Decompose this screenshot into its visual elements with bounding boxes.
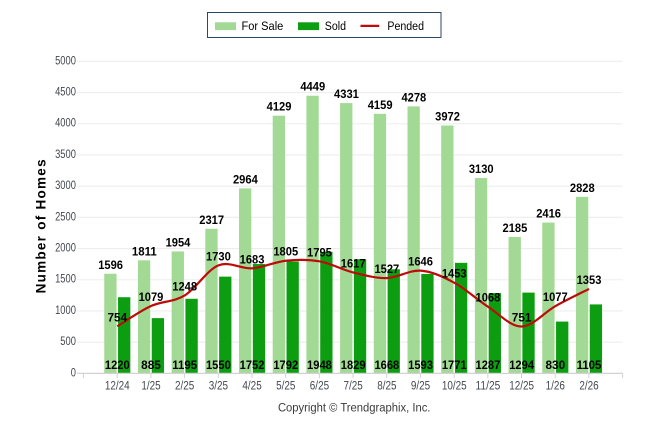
svg-text:1792: 1792 bbox=[273, 358, 298, 372]
svg-text:3000: 3000 bbox=[55, 180, 76, 192]
svg-text:1550: 1550 bbox=[206, 358, 231, 372]
svg-text:2/26: 2/26 bbox=[579, 380, 598, 392]
svg-text:4/25: 4/25 bbox=[242, 380, 261, 392]
svg-text:12/24: 12/24 bbox=[105, 380, 130, 392]
svg-text:2416: 2416 bbox=[536, 207, 561, 221]
svg-text:1453: 1453 bbox=[442, 267, 467, 281]
svg-text:1294: 1294 bbox=[509, 358, 534, 372]
svg-text:4449: 4449 bbox=[300, 80, 325, 94]
svg-text:1527: 1527 bbox=[374, 262, 399, 276]
svg-text:1948: 1948 bbox=[307, 358, 332, 372]
svg-text:1954: 1954 bbox=[166, 235, 191, 249]
svg-text:1000: 1000 bbox=[55, 305, 76, 317]
svg-text:4129: 4129 bbox=[267, 100, 292, 114]
svg-text:4500: 4500 bbox=[55, 87, 76, 99]
svg-text:1220: 1220 bbox=[105, 358, 130, 372]
svg-text:11/25: 11/25 bbox=[476, 380, 501, 392]
svg-text:1596: 1596 bbox=[98, 258, 123, 272]
svg-text:1/26: 1/26 bbox=[546, 380, 565, 392]
svg-text:Sold: Sold bbox=[325, 19, 346, 33]
svg-text:9/25: 9/25 bbox=[411, 380, 430, 392]
svg-text:4159: 4159 bbox=[368, 98, 393, 112]
svg-text:Pended: Pended bbox=[387, 19, 424, 33]
svg-text:For Sale: For Sale bbox=[242, 19, 284, 33]
svg-text:2500: 2500 bbox=[55, 211, 76, 223]
svg-text:3972: 3972 bbox=[435, 110, 460, 124]
svg-text:885: 885 bbox=[141, 358, 161, 372]
svg-text:1646: 1646 bbox=[408, 255, 433, 269]
svg-text:1771: 1771 bbox=[442, 358, 467, 372]
svg-text:6/25: 6/25 bbox=[310, 380, 329, 392]
svg-text:1683: 1683 bbox=[240, 252, 265, 266]
svg-text:1105: 1105 bbox=[577, 358, 602, 372]
svg-text:Number of Homes: Number of Homes bbox=[34, 159, 49, 293]
svg-text:1195: 1195 bbox=[172, 358, 197, 372]
svg-text:3500: 3500 bbox=[55, 149, 76, 161]
svg-text:2317: 2317 bbox=[199, 213, 224, 227]
svg-text:500: 500 bbox=[60, 336, 76, 348]
svg-text:0: 0 bbox=[71, 367, 76, 379]
svg-text:2964: 2964 bbox=[233, 172, 258, 186]
svg-text:754: 754 bbox=[107, 310, 127, 324]
svg-text:8/25: 8/25 bbox=[377, 380, 396, 392]
svg-text:1248: 1248 bbox=[172, 279, 197, 293]
svg-text:4000: 4000 bbox=[55, 118, 76, 130]
svg-text:1811: 1811 bbox=[132, 244, 157, 258]
svg-text:2/25: 2/25 bbox=[175, 380, 194, 392]
svg-text:4331: 4331 bbox=[334, 87, 359, 101]
svg-text:1593: 1593 bbox=[408, 358, 433, 372]
svg-text:12/25: 12/25 bbox=[509, 380, 534, 392]
svg-text:4278: 4278 bbox=[401, 90, 426, 104]
svg-text:Copyright © Trendgraphix, Inc.: Copyright © Trendgraphix, Inc. bbox=[278, 403, 431, 415]
svg-text:2828: 2828 bbox=[570, 181, 595, 195]
svg-text:1668: 1668 bbox=[374, 358, 399, 372]
svg-text:5/25: 5/25 bbox=[276, 380, 295, 392]
svg-text:1829: 1829 bbox=[341, 358, 366, 372]
svg-text:1/25: 1/25 bbox=[141, 380, 160, 392]
svg-text:10/25: 10/25 bbox=[442, 380, 467, 392]
svg-text:1752: 1752 bbox=[240, 358, 265, 372]
svg-text:1077: 1077 bbox=[543, 290, 568, 304]
svg-text:1730: 1730 bbox=[206, 249, 231, 263]
svg-text:3/25: 3/25 bbox=[209, 380, 228, 392]
svg-text:1068: 1068 bbox=[476, 291, 501, 305]
svg-text:1617: 1617 bbox=[341, 256, 366, 270]
svg-text:1287: 1287 bbox=[476, 358, 501, 372]
svg-text:1795: 1795 bbox=[307, 245, 332, 259]
svg-text:1079: 1079 bbox=[139, 290, 164, 304]
svg-text:751: 751 bbox=[512, 310, 532, 324]
svg-text:3130: 3130 bbox=[469, 162, 494, 176]
svg-text:2000: 2000 bbox=[55, 243, 76, 255]
svg-text:2185: 2185 bbox=[503, 221, 528, 235]
svg-text:1500: 1500 bbox=[55, 274, 76, 286]
svg-text:7/25: 7/25 bbox=[344, 380, 363, 392]
svg-text:830: 830 bbox=[545, 358, 565, 372]
svg-text:1805: 1805 bbox=[273, 245, 298, 259]
svg-text:1353: 1353 bbox=[577, 273, 602, 287]
svg-text:5000: 5000 bbox=[55, 55, 76, 67]
